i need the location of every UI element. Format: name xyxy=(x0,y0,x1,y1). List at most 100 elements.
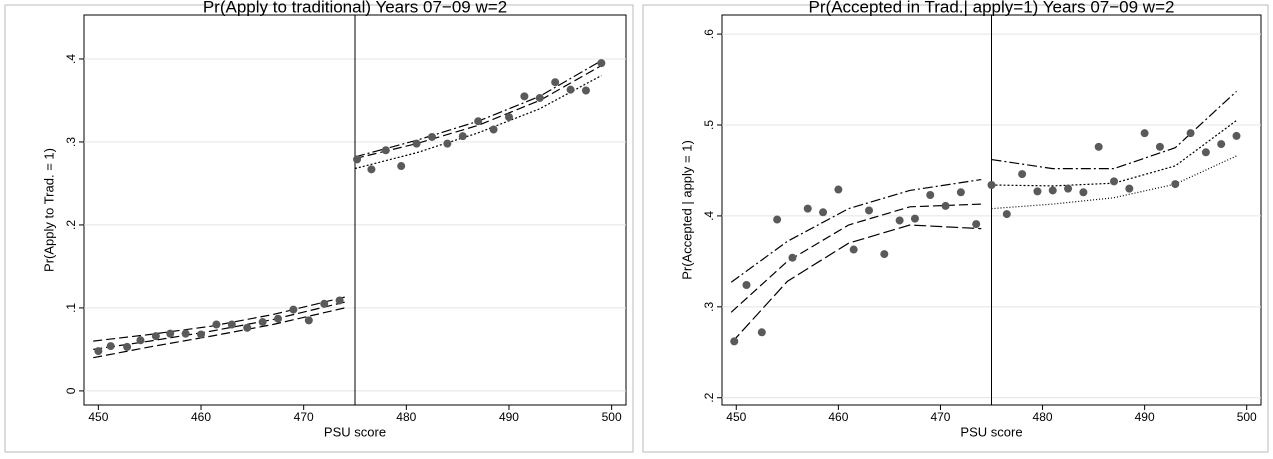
point xyxy=(1171,180,1180,189)
point xyxy=(123,342,132,351)
point xyxy=(166,329,175,338)
point xyxy=(304,316,313,325)
y-tick-label: .2 xyxy=(64,220,78,230)
point xyxy=(381,146,390,155)
point xyxy=(1064,184,1073,193)
point xyxy=(1079,188,1088,197)
x-tick-label: 450 xyxy=(88,410,108,424)
fit-line xyxy=(991,119,1237,187)
y-tick-label: .1 xyxy=(64,303,78,313)
point xyxy=(258,318,267,327)
point xyxy=(987,181,996,189)
point xyxy=(489,125,498,134)
point xyxy=(742,281,751,289)
x-axis-title: PSU score xyxy=(960,424,1022,439)
point xyxy=(1002,210,1011,219)
point xyxy=(730,337,739,346)
point xyxy=(972,220,981,229)
point xyxy=(397,162,406,171)
x-tick-label: 470 xyxy=(930,410,950,424)
point xyxy=(773,215,782,224)
point xyxy=(1155,142,1164,151)
point xyxy=(1140,129,1149,138)
point xyxy=(1110,177,1118,186)
point xyxy=(412,139,421,148)
x-tick-label: 480 xyxy=(396,410,416,424)
x-tick-label: 480 xyxy=(1033,410,1053,424)
point xyxy=(274,314,283,323)
point xyxy=(1125,184,1134,193)
point xyxy=(1033,187,1042,196)
point xyxy=(1201,148,1210,157)
point xyxy=(243,323,252,332)
x-tick-label: 450 xyxy=(726,410,746,424)
x-tick-label: 490 xyxy=(1135,410,1155,424)
point xyxy=(1048,186,1057,195)
fit-line xyxy=(730,203,982,313)
point xyxy=(1094,142,1103,151)
point xyxy=(757,328,766,337)
y-tick-label: .4 xyxy=(702,211,716,221)
point xyxy=(94,347,103,356)
x-tick-label: 500 xyxy=(1237,410,1257,424)
fit-line xyxy=(730,224,982,344)
point xyxy=(1018,170,1027,179)
point xyxy=(597,59,606,68)
fit-line xyxy=(93,296,345,342)
point xyxy=(151,332,160,341)
x-axis-title: PSU score xyxy=(324,424,386,439)
y-axis-title: Pr(Accepted | apply = 1) xyxy=(679,140,694,280)
point xyxy=(1186,129,1195,138)
y-tick-label: .3 xyxy=(702,301,716,311)
y-tick-label: .2 xyxy=(702,392,716,402)
point xyxy=(227,320,236,329)
point xyxy=(353,155,362,164)
x-tick-label: 500 xyxy=(602,410,622,424)
point xyxy=(197,330,206,339)
y-tick-label: 0 xyxy=(64,387,78,394)
point xyxy=(551,78,560,87)
fit-line xyxy=(991,90,1237,170)
point xyxy=(212,320,221,329)
point xyxy=(427,132,436,141)
chart-title: Pr(Accepted in Trad.| apply=1) Years 07−… xyxy=(809,0,1175,16)
point xyxy=(849,245,858,254)
x-tick-label: 470 xyxy=(294,410,314,424)
point xyxy=(520,92,529,101)
x-tick-label: 460 xyxy=(828,410,848,424)
point xyxy=(535,93,544,102)
point xyxy=(1217,140,1226,149)
chart-title: Pr(Apply to traditional) Years 07−09 w=2 xyxy=(203,0,507,16)
point xyxy=(320,299,329,308)
y-tick-label: .6 xyxy=(702,29,716,39)
point xyxy=(880,250,889,259)
point xyxy=(566,85,575,94)
fit-line xyxy=(93,301,345,350)
point xyxy=(443,139,452,148)
point xyxy=(1232,131,1241,140)
point xyxy=(106,342,115,351)
point xyxy=(504,113,513,122)
point xyxy=(581,86,590,95)
point xyxy=(181,329,190,338)
point xyxy=(834,185,843,194)
point xyxy=(335,296,344,305)
point xyxy=(803,204,812,213)
fit-line xyxy=(93,307,345,359)
point xyxy=(788,253,797,262)
point xyxy=(458,132,467,141)
x-tick-label: 490 xyxy=(499,410,519,424)
point xyxy=(941,201,950,210)
y-axis-title: Pr(Apply to Trad. = 1) xyxy=(41,148,56,272)
point xyxy=(474,117,483,126)
point xyxy=(895,216,904,225)
x-tick-label: 460 xyxy=(191,410,211,424)
point xyxy=(819,208,828,217)
y-tick-label: .5 xyxy=(702,120,716,130)
fit-line xyxy=(354,65,602,160)
y-tick-label: .3 xyxy=(64,137,78,147)
point xyxy=(289,305,298,314)
fit-line xyxy=(354,75,602,170)
